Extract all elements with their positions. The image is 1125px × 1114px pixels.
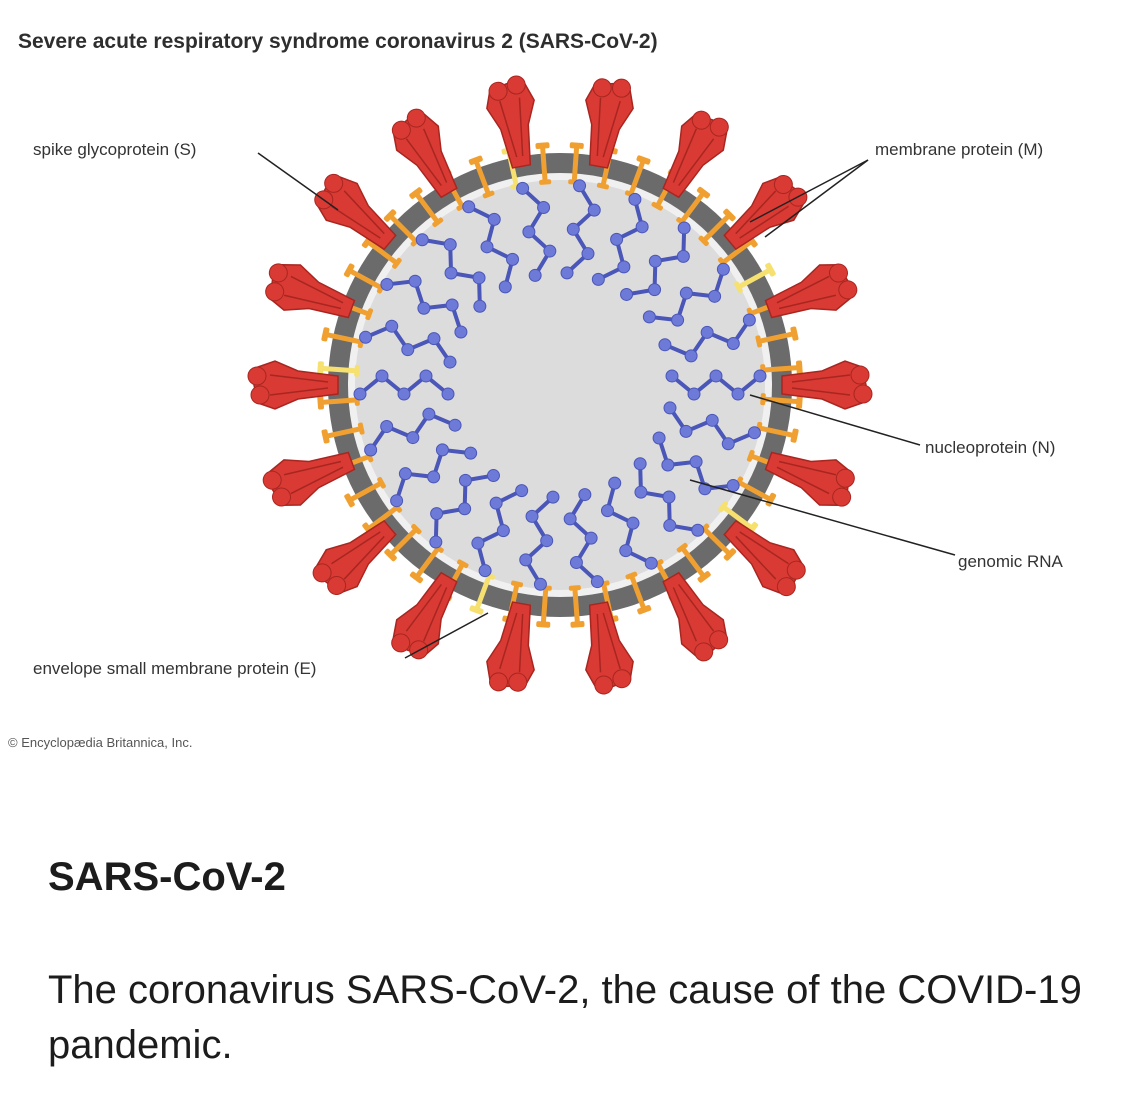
label-genomic-rna: genomic RNA	[958, 552, 1063, 572]
label-spike-glycoprotein: spike glycoprotein (S)	[33, 140, 196, 160]
label-membrane-protein: membrane protein (M)	[875, 140, 1043, 160]
virus-body	[248, 74, 872, 697]
label-nucleoprotein: nucleoprotein (N)	[925, 438, 1055, 458]
copyright-notice: © Encyclopædia Britannica, Inc.	[8, 735, 192, 750]
caption-title: SARS-CoV-2	[48, 855, 286, 900]
caption-text: The coronavirus SARS-CoV-2, the cause of…	[48, 963, 1108, 1073]
label-envelope-protein: envelope small membrane protein (E)	[33, 659, 316, 679]
